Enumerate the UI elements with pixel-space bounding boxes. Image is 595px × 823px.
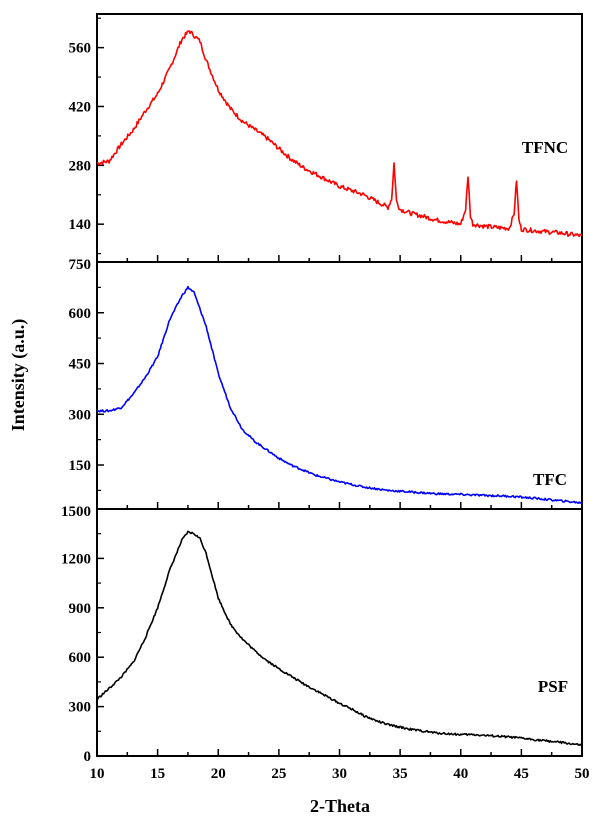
x-tick-label: 50 — [575, 766, 590, 782]
y-tick-label-psf: 300 — [69, 700, 92, 716]
series-label-psf: PSF — [538, 677, 568, 696]
panels-group: 140 280 420 560 TFNC 150 300 450 600 750 TFC 0 300 60… — [61, 13, 590, 782]
x-tick-label: 20 — [211, 766, 226, 782]
series-label-tfnc: TFNC — [522, 138, 568, 157]
y-tick-label-tfc: 300 — [69, 407, 92, 423]
y-tick-label-psf: 900 — [69, 601, 92, 617]
x-tick-label: 35 — [393, 766, 408, 782]
x-tick-label: 15 — [150, 766, 165, 782]
x-axis-title: 2-Theta — [310, 796, 370, 816]
x-tick-label: 45 — [514, 766, 529, 782]
x-tick-label: 40 — [453, 766, 468, 782]
x-tick-label: 30 — [332, 766, 347, 782]
plot-frame-psf — [96, 508, 583, 757]
y-tick-label-tfnc: 420 — [69, 99, 92, 115]
y-tick-label-tfnc: 280 — [69, 158, 92, 174]
y-axis-title: Intensity (a.u.) — [8, 319, 29, 432]
series-line-tfc — [96, 285, 583, 504]
y-tick-label-tfnc: 560 — [69, 41, 92, 57]
series-line-tfnc — [96, 30, 583, 238]
series-line-psf — [96, 530, 583, 747]
plot-frame-tfnc — [96, 13, 583, 263]
panel-tfc: 150 300 450 600 750 TFC — [69, 257, 583, 510]
y-tick-label-psf: 1200 — [61, 551, 91, 567]
y-tick-label-psf: 600 — [69, 650, 92, 666]
y-tick-label-tfc: 750 — [69, 257, 92, 273]
y-tick-label-psf: 1500 — [61, 504, 91, 520]
series-label-tfc: TFC — [533, 470, 567, 489]
plot-frame-tfc — [96, 261, 583, 510]
y-tick-label-tfnc: 140 — [69, 217, 92, 233]
y-tick-label-tfc: 600 — [69, 306, 92, 322]
y-tick-label-tfc: 150 — [69, 458, 92, 474]
panel-psf: 0 300 600 900 1200 1500 PSF 10 15 20 25 30 35 40 45 50 — [61, 504, 590, 782]
y-tick-label-tfc: 450 — [69, 357, 92, 373]
x-tick-label: 10 — [90, 766, 105, 782]
panel-tfnc: 140 280 420 560 TFNC — [69, 13, 583, 263]
y-tick-label-psf: 0 — [84, 749, 92, 765]
x-tick-label: 25 — [271, 766, 286, 782]
